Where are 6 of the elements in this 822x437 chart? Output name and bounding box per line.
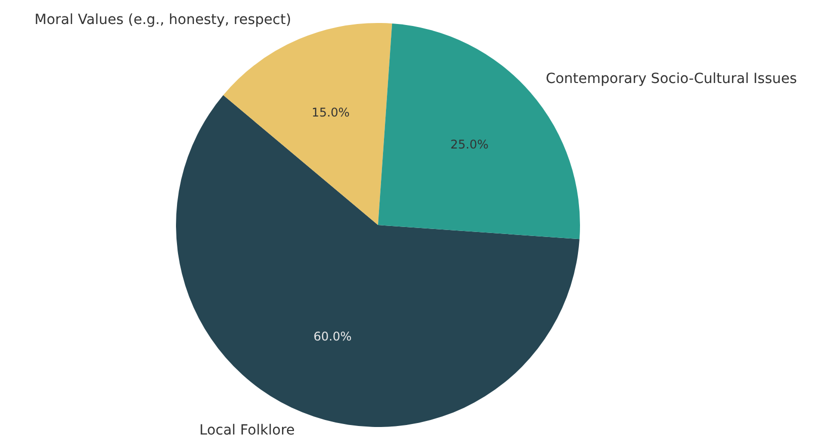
data-label: 15.0% bbox=[312, 106, 350, 120]
slice-label: Moral Values (e.g., honesty, respect) bbox=[34, 12, 292, 28]
data-label: 25.0% bbox=[450, 138, 489, 152]
data-label: 60.0% bbox=[314, 330, 352, 344]
slice-label: Contemporary Socio-Cultural Issues bbox=[546, 70, 797, 87]
slice-label: Local Folklore bbox=[199, 422, 295, 437]
